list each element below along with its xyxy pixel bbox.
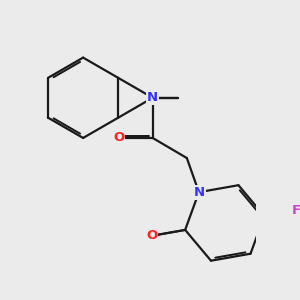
Text: N: N <box>193 186 205 199</box>
Text: N: N <box>147 91 158 104</box>
Text: O: O <box>146 230 157 242</box>
Text: F: F <box>291 204 300 217</box>
Text: O: O <box>113 131 124 144</box>
